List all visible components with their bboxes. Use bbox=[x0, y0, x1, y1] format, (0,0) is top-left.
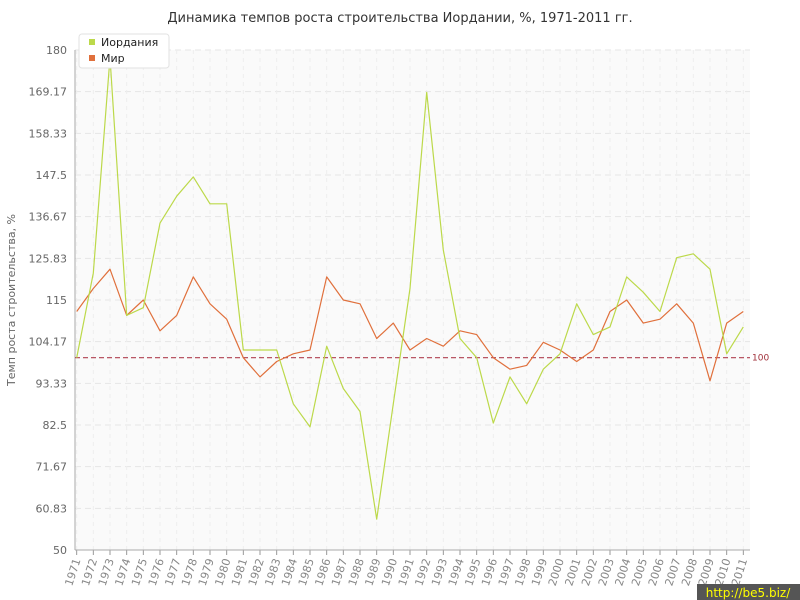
legend[interactable]: Иордания Мир bbox=[78, 33, 170, 69]
y-tick-label: 82.5 bbox=[43, 419, 68, 432]
y-tick-label: 180 bbox=[46, 44, 67, 57]
reference-line-label: 100 bbox=[752, 354, 769, 364]
y-tick-label: 104.17 bbox=[29, 336, 68, 349]
chart-title: Динамика темпов роста строительства Иорд… bbox=[167, 11, 632, 26]
reference-line-group: 100 bbox=[75, 354, 769, 364]
y-tick-label: 60.83 bbox=[36, 502, 68, 515]
y-tick-label: 125.83 bbox=[29, 252, 68, 265]
y-tick-label: 169.17 bbox=[29, 86, 68, 99]
y-tick-label: 147.5 bbox=[36, 169, 68, 182]
y-tick-label: 50 bbox=[53, 544, 67, 557]
y-tick-label: 93.33 bbox=[36, 377, 68, 390]
watermark-text: http://be5.biz/ bbox=[706, 586, 791, 600]
y-tick-label: 158.33 bbox=[29, 127, 68, 140]
axes: 50 60.83 71.67 82.5 93.33 104.17 115 125.83 136.… bbox=[29, 44, 751, 588]
y-axis-label: Темп роста строительства, % bbox=[5, 214, 18, 387]
legend-marker-world bbox=[89, 55, 95, 61]
gridlines bbox=[75, 49, 750, 551]
y-tick-label: 71.67 bbox=[36, 461, 68, 474]
legend-marker-jordan bbox=[89, 39, 95, 45]
series-lines bbox=[76, 57, 744, 520]
legend-label-jordan[interactable]: Иордания bbox=[101, 36, 158, 49]
legend-label-world[interactable]: Мир bbox=[101, 52, 125, 65]
series-line-world[interactable] bbox=[76, 268, 744, 382]
watermark: http://be5.biz/ bbox=[697, 584, 800, 600]
y-tick-label: 115 bbox=[46, 294, 67, 307]
series-line-jordan[interactable] bbox=[76, 57, 744, 520]
y-tick-label: 136.67 bbox=[29, 211, 68, 224]
